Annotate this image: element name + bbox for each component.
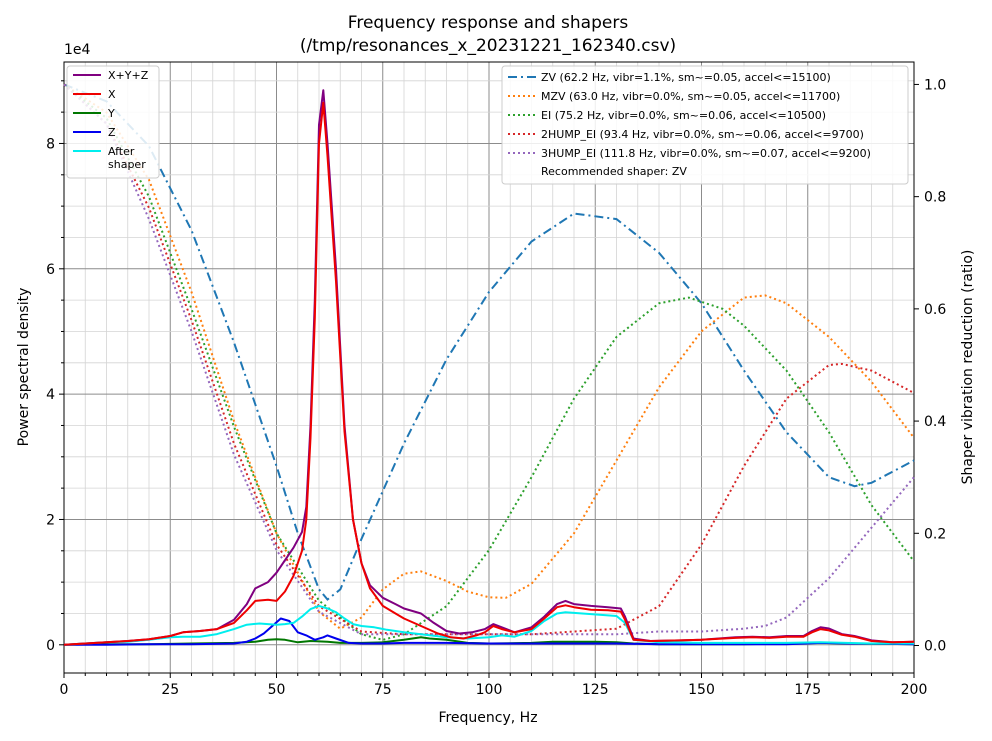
- legend-shapers-box: [501, 65, 909, 185]
- y2-tick-label: 1.0: [924, 77, 946, 93]
- legend-shapers: ZV (62.2 Hz, vibr=1.1%, sm~=0.05, accel<…: [501, 65, 909, 185]
- y2-tick-label: 0.4: [924, 414, 946, 430]
- psd-line-3: [64, 617, 915, 646]
- y-tick-label: 4: [46, 387, 55, 403]
- legend-psd-label: shaper: [108, 158, 146, 171]
- legend-psd-label: Z: [108, 126, 116, 139]
- x-tick-label: 0: [60, 682, 69, 698]
- y2-tick-label: 0.8: [924, 190, 946, 206]
- shaper-line-4: [63, 83, 915, 636]
- y2-axis-label: Shaper vibration reduction (ratio): [960, 250, 976, 485]
- legend-shaper-label: EI (75.2 Hz, vibr=0.0%, sm~=0.06, accel<…: [541, 109, 826, 122]
- legend-psd-label: X+Y+Z: [108, 69, 149, 82]
- y-axis-label: Power spectral density: [16, 288, 32, 447]
- shaper-line-3: [63, 83, 915, 636]
- y-axis-multiplier: 1e4: [64, 42, 91, 58]
- chart-title-line2: (/tmp/resonances_x_20231221_162340.csv): [300, 36, 676, 56]
- chart-title-line1: Frequency response and shapers: [348, 13, 629, 33]
- x-axis-label: Frequency, Hz: [438, 710, 537, 726]
- legend-shaper-label: 3HUMP_EI (111.8 Hz, vibr=0.0%, sm~=0.07,…: [541, 147, 871, 160]
- shaper-lines: [63, 83, 915, 641]
- x-tick-label: 75: [374, 682, 392, 698]
- x-tick-label: 200: [901, 682, 928, 698]
- y2-tick-label: 0.0: [924, 639, 946, 655]
- y-tick-label: 2: [46, 512, 55, 528]
- y-tick-label: 8: [46, 136, 55, 152]
- legend-psd-label: Y: [107, 107, 115, 120]
- axis-ticks: 0 25 50 75 100 125 150 175 200 0 2 4 6 8 0.0 0.2 0.4 0.6 0…: [46, 77, 946, 698]
- legend-shaper-label: 2HUMP_EI (93.4 Hz, vibr=0.0%, sm~=0.06, …: [541, 128, 864, 141]
- y-tick-label: 6: [46, 262, 55, 278]
- y-tick-label: 0: [46, 638, 55, 654]
- legend-psd-label: X: [108, 88, 116, 101]
- legend-recommended-shaper: Recommended shaper: ZV: [541, 165, 687, 178]
- shaper-line-1: [63, 83, 915, 630]
- x-tick-label: 100: [476, 682, 503, 698]
- legend-shaper-label: ZV (62.2 Hz, vibr=1.1%, sm~=0.05, accel<…: [541, 71, 831, 84]
- x-tick-label: 50: [268, 682, 286, 698]
- legend-psd-label: After: [108, 145, 135, 158]
- x-tick-label: 125: [582, 682, 609, 698]
- x-tick-label: 25: [161, 682, 179, 698]
- x-tick-label: 175: [794, 682, 821, 698]
- x-tick-label: 150: [688, 682, 715, 698]
- psd-lines: [63, 89, 915, 646]
- y2-tick-label: 0.6: [924, 302, 946, 318]
- psd-line-4: [63, 604, 914, 646]
- y2-tick-label: 0.2: [924, 526, 946, 542]
- psd-line-1: [63, 101, 915, 646]
- legend-shaper-label: MZV (63.0 Hz, vibr=0.0%, sm~=0.05, accel…: [541, 90, 840, 103]
